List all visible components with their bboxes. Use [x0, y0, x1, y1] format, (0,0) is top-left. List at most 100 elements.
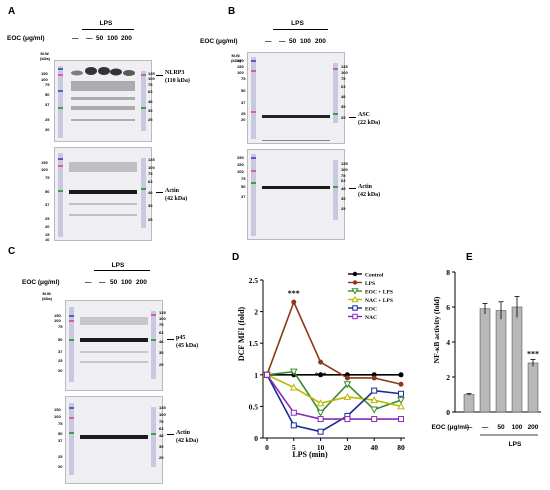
- panel-a-actin-marker-l-25: 25: [45, 216, 50, 221]
- panel-b-marker-l-100: 100: [237, 70, 244, 75]
- panel-c-lane-5: 200: [136, 279, 147, 286]
- panel-a-lane-5: 200: [121, 35, 132, 42]
- panel-c-lane-3: 50: [110, 279, 118, 286]
- panel-a-marker-l-50: 50: [45, 92, 50, 97]
- panel-d-legend-marker: [352, 280, 358, 285]
- panel-b-actin-marker-r-100: 100: [341, 167, 348, 172]
- panel-d-point: [344, 416, 351, 423]
- panel-b-marker-l-150: 150: [237, 64, 244, 69]
- panel-c-marker-l-100: 100: [54, 318, 61, 323]
- panel-c-actin-marker-l-75: 75: [58, 421, 63, 426]
- panel-a-nlrp3-label: NLRP3 (110 kDa): [165, 70, 190, 84]
- panel-a-actin-marker-l-50: 50: [45, 189, 50, 194]
- panel-d-point: [318, 372, 324, 378]
- panel-d-line-chart: DCF MFI (fold) LPS (min) 0 0.5 1 1.5 2 2.5 0 5 1…: [237, 271, 405, 459]
- panel-d-point: [371, 387, 378, 394]
- panel-d-point: [316, 409, 325, 417]
- panel-d-x-tick-label: 10: [317, 443, 325, 452]
- panel-d-legend-label: Control: [365, 273, 384, 279]
- panel-a-actin-marker-r-63: 63: [148, 179, 153, 184]
- panel-c-p45-blot-image: [69, 307, 156, 382]
- panel-d-legend-marker: [351, 295, 359, 303]
- panel-d-legend-label: LPS: [365, 281, 375, 287]
- panel-a-actin-marker-l-100: 100: [41, 167, 48, 172]
- panel-e-significance: ***: [527, 350, 539, 359]
- panel-b-lps-bracket: [273, 29, 328, 30]
- panel-e-y-tick-label: 2: [446, 373, 450, 382]
- panel-a-nlrp3-arrow: [156, 75, 163, 76]
- panel-a-actin-marker-r-75: 75: [148, 171, 153, 176]
- panel-c-marker-l-20: 20: [58, 368, 63, 373]
- panel-c-lane-4: 100: [121, 279, 132, 286]
- panel-b-actin-marker-r-135: 135: [341, 161, 348, 166]
- panel-c-marker-l-150: 150: [54, 313, 61, 318]
- panel-e-y-tick-label: 6: [446, 303, 450, 312]
- panel-d-y-tick-label: 2.5: [249, 276, 259, 285]
- panel-b-asc-blot-image: [251, 57, 338, 141]
- panel-e-y-tick-label: 4: [446, 338, 450, 347]
- panel-b-lane-2: —: [279, 38, 286, 45]
- panel-d-y-tick-label: 0.5: [249, 402, 259, 411]
- panel-d-point: [290, 422, 297, 429]
- panel-a-marker-l-100: 100: [41, 77, 48, 82]
- panel-d-legend-label: NAC + LPS: [365, 298, 393, 304]
- panel-b-marker-r-35: 35: [341, 104, 346, 109]
- panel-d-x-tick-label: 0: [265, 443, 269, 452]
- panel-b-marker-r-25: 25: [341, 115, 346, 120]
- panel-c-p45-blot: [65, 300, 163, 391]
- panel-b-actin-marker-r-25: 25: [341, 206, 346, 211]
- panel-a-actin-marker-r-100: 100: [148, 165, 155, 170]
- panel-c-actin-marker-r-135: 135: [159, 405, 166, 410]
- panel-c-marker-r-63: 63: [159, 330, 164, 335]
- panel-e-bar: [479, 308, 491, 413]
- panel-c-p45-label: p45 (45 kDa): [176, 335, 199, 349]
- panel-b-actin-marker-r-48: 48: [341, 186, 346, 191]
- panel-d-legend-marker: [351, 288, 359, 295]
- panel-a-actin-marker-l-15: 15: [45, 232, 50, 237]
- panel-d-point: [371, 375, 377, 381]
- panel-d-legend-label: EOC: [365, 307, 377, 313]
- panel-a-actin-marker-l-10: 10: [45, 237, 50, 242]
- panel-b-asc-label: ASC (22 kDa): [358, 112, 381, 126]
- panel-a-marker-r-63: 63: [148, 89, 153, 94]
- panel-b-actin-marker-l-75: 75: [241, 176, 246, 181]
- panel-d-legend-label: EOC + LPS: [365, 290, 393, 296]
- panel-d-point: [317, 416, 324, 423]
- panel-a-marker-r-35: 35: [148, 108, 153, 113]
- panel-c-actin-marker-r-35: 35: [159, 444, 164, 449]
- panel-c-treatment-label: EOC (μg/ml): [22, 279, 60, 286]
- panel-b-mw-header: M.W. (kDa): [230, 53, 241, 63]
- panel-a-treatment-label: EOC (μg/ml): [7, 35, 45, 42]
- panel-c-mw-header: M.W. (kDa): [41, 291, 52, 301]
- panel-b-marker-l-37: 37: [241, 100, 246, 105]
- panel-d-point: [398, 390, 404, 397]
- panel-c-marker-r-135: 135: [159, 310, 166, 315]
- panel-a-actin-marker-l-75: 75: [45, 175, 50, 180]
- panel-e-treatment-label: EOC (μg/ml): [431, 424, 469, 431]
- panel-d-x-tick-label: 80: [397, 443, 405, 452]
- panel-b-lps-label: LPS: [291, 20, 304, 27]
- panel-d-point: [289, 383, 298, 391]
- panel-a-lane-1: —: [72, 35, 79, 42]
- panel-b-lane-1: —: [265, 38, 272, 45]
- panel-a-actin-blot: [54, 147, 152, 241]
- panel-a-marker-l-25: 25: [45, 117, 50, 122]
- panel-a-actin-label: Actin (42 kDa): [165, 188, 188, 202]
- panel-a-marker-l-20: 20: [45, 127, 50, 132]
- panel-b-marker-r-63: 63: [341, 84, 346, 89]
- panel-d-point: [398, 416, 404, 423]
- panel-b-marker-r-75: 75: [341, 76, 346, 81]
- panel-d-significance: ***: [288, 289, 300, 298]
- panel-a-actin-marker-r-135: 135: [148, 157, 155, 162]
- panel-c-actin-marker-r-75: 75: [159, 419, 164, 424]
- panel-b-actin-marker-r-35: 35: [341, 196, 346, 201]
- panel-c-actin-marker-r-48: 48: [159, 433, 164, 438]
- panel-a-marker-r-135: 135: [148, 71, 155, 76]
- panel-b-lane-3: 50: [289, 38, 297, 45]
- panel-d-x-tick-label: 20: [344, 443, 352, 452]
- panel-d-point: [398, 381, 404, 387]
- panel-b-asc-blot: [247, 52, 345, 144]
- panel-c-actin-blot-image: [69, 403, 156, 475]
- panel-d-y-tick-label: 1.5: [249, 339, 259, 348]
- panel-d-significance: ***: [315, 371, 327, 380]
